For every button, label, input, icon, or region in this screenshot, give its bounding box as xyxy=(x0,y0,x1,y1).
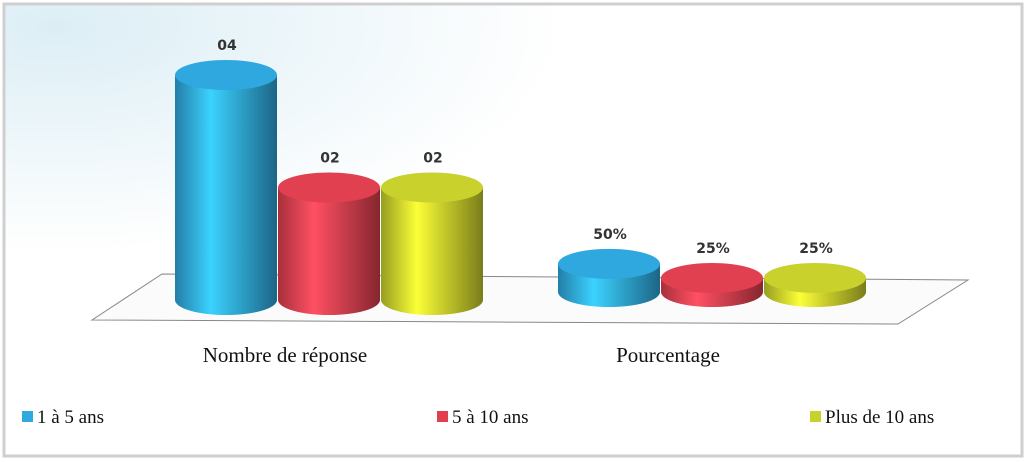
cylinder-body xyxy=(381,187,483,300)
x-tick-label: Nombre de réponse xyxy=(203,343,367,367)
legend-label: 1 à 5 ans xyxy=(37,407,104,428)
cylinder-top xyxy=(381,172,483,203)
data-label: 25% xyxy=(799,241,833,257)
cylinder-top xyxy=(558,248,660,279)
cylinder-top xyxy=(764,262,866,293)
legend-swatch xyxy=(437,411,448,422)
data-label: 02 xyxy=(320,151,339,167)
legend-swatch xyxy=(810,411,821,422)
cylinder-top xyxy=(278,172,380,203)
cylinder-bar xyxy=(661,262,763,307)
cylinder-body xyxy=(175,75,277,300)
data-label: 04 xyxy=(217,38,237,54)
cylinder-bar xyxy=(558,248,660,307)
cylinder-body xyxy=(278,187,380,300)
data-label: 50% xyxy=(593,227,627,243)
cylinder-bar xyxy=(381,172,483,315)
legend-swatch xyxy=(22,411,33,422)
legend-label: Plus de 10 ans xyxy=(825,407,934,428)
x-tick-label: Pourcentage xyxy=(616,343,720,367)
data-label: 25% xyxy=(696,241,730,257)
cylinder-bar xyxy=(764,262,866,307)
cylinder-bar xyxy=(175,60,277,315)
cylinder-top xyxy=(175,60,277,90)
cylinder-bar xyxy=(278,172,380,315)
data-label: 02 xyxy=(423,151,442,167)
legend-label: 5 à 10 ans xyxy=(452,407,529,428)
cylinder-top xyxy=(661,262,763,293)
